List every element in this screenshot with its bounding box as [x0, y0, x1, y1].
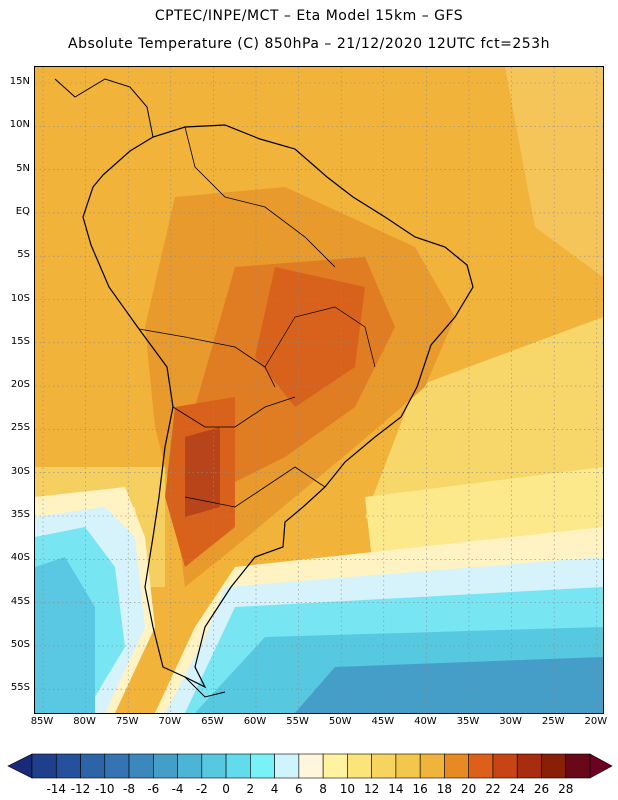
longitude-label: 85W — [30, 716, 54, 727]
colorbar-tick-label: -10 — [94, 782, 115, 796]
colorbar-swatch — [250, 753, 275, 779]
colorbar-min-arrow — [7, 753, 33, 779]
drake-passage-field — [295, 657, 603, 713]
argentina-border — [184, 466, 326, 508]
latitude-label: 15N — [9, 76, 30, 87]
latitude-label: 10N — [9, 119, 30, 131]
colorbar-tick-label: 10 — [339, 782, 356, 796]
longitude-label: 45W — [371, 716, 395, 727]
latitude-label: 45S — [10, 595, 30, 607]
latitude-label: EQ — [15, 205, 30, 217]
temperature-map — [34, 66, 604, 714]
longitude-label: 50W — [328, 716, 352, 727]
colorbar-tick-label: 12 — [364, 782, 380, 796]
colorbar-swatch — [492, 753, 518, 779]
latitude-label: 15S — [10, 335, 30, 347]
colorbar-tick-label: 6 — [295, 782, 303, 796]
colorbar-tick-label: 14 — [388, 782, 404, 796]
colorbar-tick-label: 28 — [558, 782, 574, 796]
longitude-label: 80W — [73, 716, 96, 727]
colorbar-swatch — [371, 753, 397, 779]
latitude-label: 5N — [16, 162, 30, 174]
temperature-colorbar — [7, 753, 613, 779]
colorbar-tick-label: 20 — [461, 782, 477, 796]
colorbar-tick-label: 22 — [485, 782, 501, 796]
latitude-label: 55S — [10, 682, 30, 694]
colorbar-swatch — [541, 753, 567, 779]
bolivia-border — [172, 396, 296, 428]
brazil-hot-core — [255, 267, 365, 407]
longitude-label: 70W — [158, 716, 182, 727]
longitude-label: 35W — [456, 716, 480, 727]
colorbar-tick-label: -2 — [195, 782, 208, 796]
latitude-label: 30S — [10, 465, 30, 477]
colorbar-swatch — [419, 753, 445, 779]
colorbar-tick-label: 26 — [533, 782, 550, 796]
map-title-line2: Absolute Temperature (C) 850hPa – 21/12/… — [68, 36, 550, 52]
graticule — [35, 67, 603, 713]
longitude-label: 40W — [414, 716, 437, 727]
map-title-line1: CPTEC/INPE/MCT – Eta Model 15km – GFS — [154, 8, 464, 24]
latitude-label: 10S — [10, 292, 30, 304]
colorbar-swatch — [177, 753, 203, 779]
longitude-label: 75W — [115, 716, 139, 727]
colorbar-swatch — [31, 753, 57, 779]
colorbar-tick-label: 4 — [270, 782, 279, 796]
colorbar-max-arrow — [589, 753, 613, 779]
peru-brazil-border — [138, 328, 276, 388]
colorbar-swatch — [444, 753, 469, 779]
colorbar-tick-label: 16 — [412, 782, 428, 796]
colorbar-tick-label: 2 — [246, 782, 255, 796]
pacific-coldest-field — [35, 557, 95, 713]
longitude-label: 60W — [243, 716, 267, 727]
longitude-label: 30W — [499, 716, 522, 727]
colorbar-swatch — [153, 753, 178, 779]
colorbar-tick-label: 8 — [319, 782, 327, 796]
latitude-label: 40S — [10, 552, 30, 564]
colorbar-swatch — [322, 753, 348, 779]
colorbar-tick-label: -4 — [171, 782, 184, 796]
brazil-state-borders — [264, 306, 376, 368]
latitude-label: 5S — [17, 249, 30, 261]
colorbar-swatch — [565, 753, 591, 779]
longitude-label: 20W — [584, 716, 608, 727]
colorbar-swatch — [104, 753, 130, 779]
colorbar-swatch — [395, 753, 421, 779]
colorbar-swatch — [128, 753, 154, 779]
latitude-label: 20S — [10, 379, 30, 391]
colorbar-swatch — [225, 753, 251, 779]
colorbar-tick-label: 18 — [436, 782, 453, 796]
longitude-label: 25W — [541, 716, 565, 727]
colorbar-tick-label: -8 — [123, 782, 136, 796]
latitude-label: 35S — [10, 509, 30, 520]
colorbar-swatch — [55, 753, 81, 779]
central-america-coastline — [54, 78, 154, 138]
colorbar-tick-label: 0 — [222, 782, 230, 796]
colorbar-tick-label: -14 — [46, 782, 67, 796]
colorbar-swatch — [516, 753, 542, 779]
colorbar-tick-label: -12 — [70, 782, 91, 796]
map-canvas — [35, 67, 603, 713]
colorbar-swatch — [298, 753, 324, 779]
argentina-hottest-field — [185, 427, 220, 517]
latitude-label: 50S — [10, 638, 30, 650]
colorbar-tick-label: -6 — [147, 782, 160, 796]
tierra-del-fuego — [184, 676, 226, 698]
latitude-label: 25S — [10, 422, 30, 434]
longitude-label: 65W — [201, 716, 224, 727]
northern-borders — [184, 126, 336, 268]
colorbar-swatch — [347, 753, 372, 779]
colorbar-swatch — [201, 753, 227, 779]
colorbar-swatch — [468, 753, 494, 779]
longitude-label: 55W — [286, 716, 309, 727]
south-america-coastline — [82, 124, 474, 689]
colorbar-swatch — [274, 753, 300, 779]
colorbar-tick-label: 24 — [509, 782, 525, 796]
colorbar-swatch — [80, 753, 106, 779]
